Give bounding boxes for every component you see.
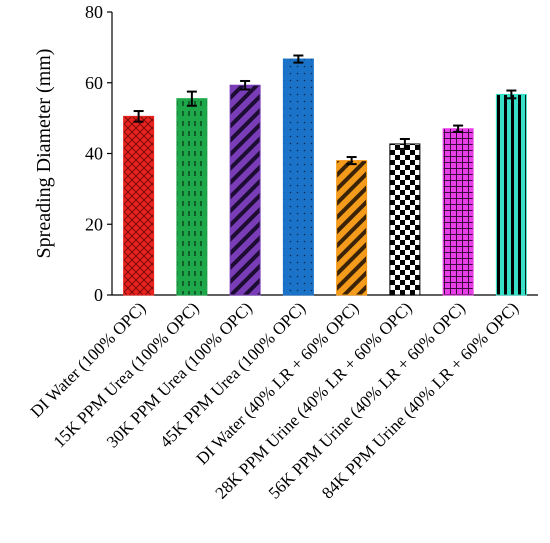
bar [336,160,368,296]
x-tick-label: 56K PPM Urine (40% LR + 60% OPC) [265,298,469,502]
bar [229,84,261,296]
x-tick-label: 28K PPM Urine (40% LR + 60% OPC) [211,298,415,502]
bar [495,93,527,296]
y-tick-label: 60 [85,73,103,93]
bars [123,54,527,296]
y-tick-label: 80 [85,2,103,22]
y-tick-label: 40 [85,144,103,164]
bar [389,143,421,296]
x-tick-label: 84K PPM Urine (40% LR + 60% OPC) [318,298,522,502]
bar [176,98,208,296]
bar [442,128,474,296]
labels: DI Water (100% OPC)15K PPM Urea (100% OP… [27,298,522,502]
axes: 0 20 40 60 80 Spreading Diameter (mm) [33,2,538,305]
bar [282,58,314,296]
bar [123,115,155,296]
y-tick-label: 0 [94,285,103,305]
y-axis-title: Spreading Diameter (mm) [33,49,55,259]
y-tick-label: 20 [85,214,103,234]
